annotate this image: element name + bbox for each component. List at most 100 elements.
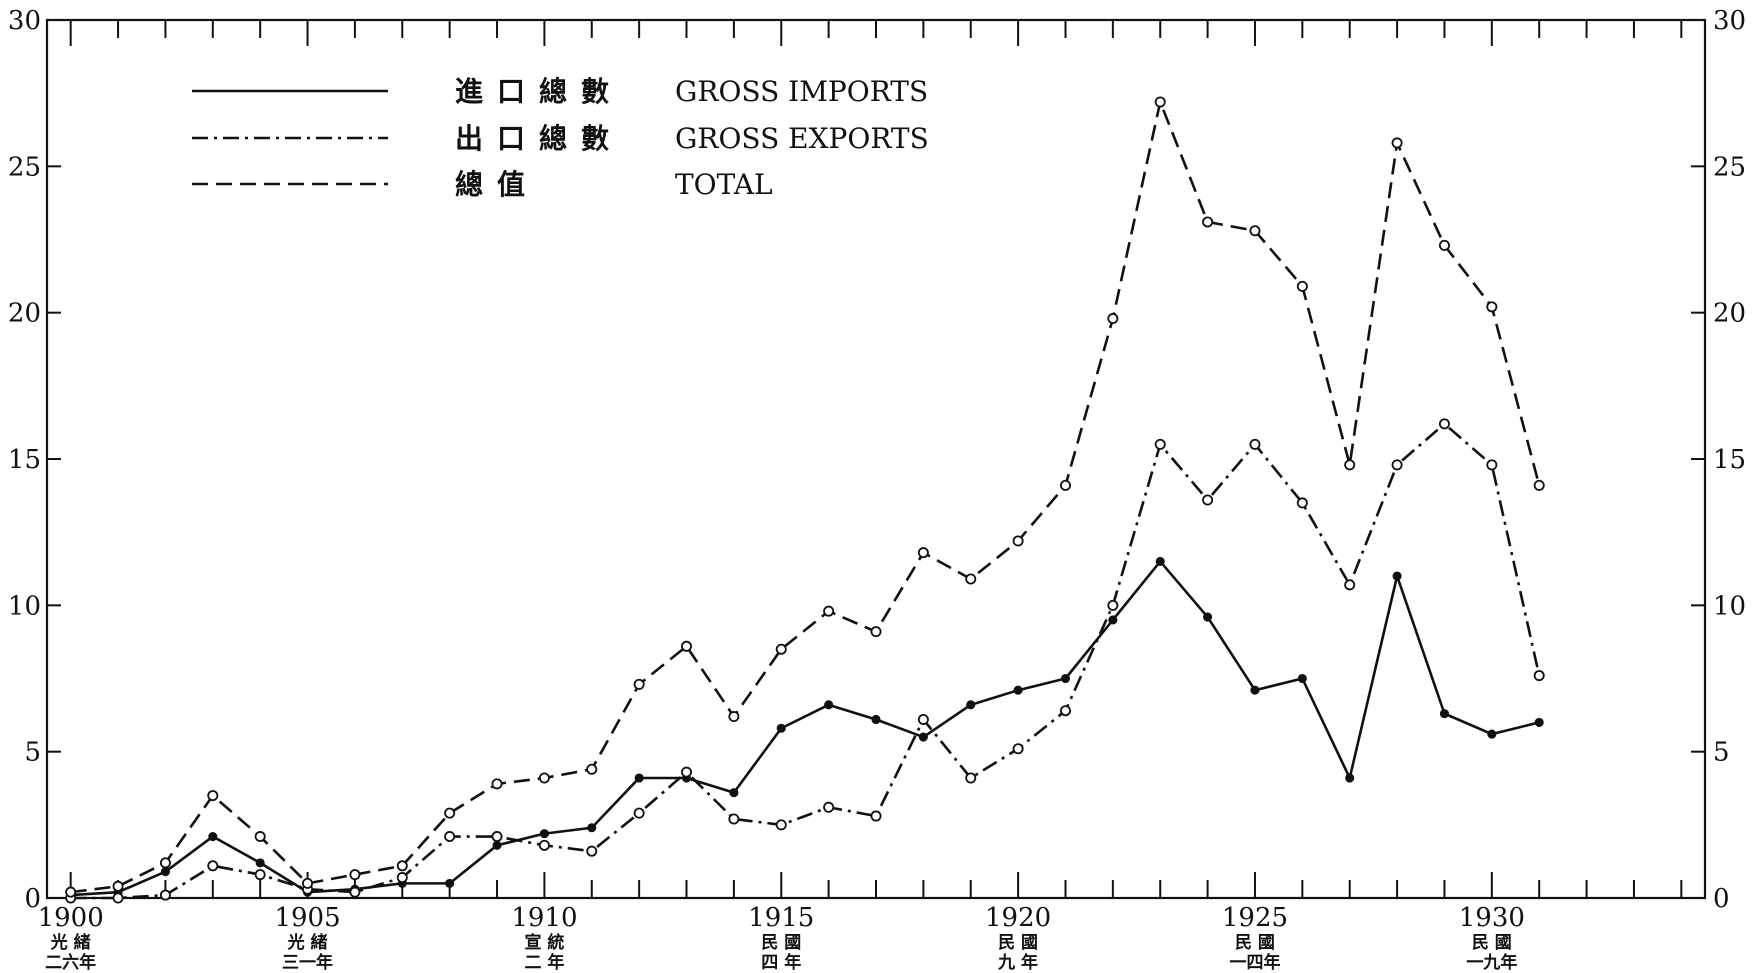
y-tick-label-left: 15	[8, 445, 41, 475]
legend-label-cn-gross-exports: 出口總數	[455, 122, 623, 155]
data-point-gross-exports	[681, 766, 693, 778]
legend-label-cn-gross-imports: 進口總數	[455, 75, 623, 108]
data-point-gross-exports	[159, 889, 171, 901]
data-point-total	[870, 626, 882, 638]
data-point-gross-exports	[396, 872, 408, 884]
data-point-total	[396, 860, 408, 872]
data-point-total	[917, 547, 929, 559]
data-point-gross-exports	[207, 860, 219, 872]
data-point-total	[681, 640, 693, 652]
data-point-total	[775, 643, 787, 655]
data-point-gross-imports	[160, 867, 170, 877]
data-point-total	[586, 763, 598, 775]
data-point-gross-imports	[255, 858, 265, 868]
data-point-total	[1012, 535, 1024, 547]
data-point-total	[1391, 137, 1403, 149]
data-point-gross-imports	[1060, 673, 1071, 684]
data-point-gross-exports	[870, 810, 882, 822]
data-point-total	[444, 807, 456, 819]
tick-marks	[47, 19, 1705, 899]
data-point-gross-imports	[824, 700, 834, 710]
series-line-gross-imports	[70, 560, 1540, 897]
data-point-gross-imports	[634, 773, 644, 783]
data-point-total	[207, 790, 219, 802]
x-tick-reign-label: 民 國	[761, 933, 801, 953]
data-point-total	[1249, 225, 1261, 237]
x-tick-label: 1905	[274, 903, 340, 933]
data-point-gross-exports	[1438, 418, 1450, 430]
legend-label-cn-total: 總值	[455, 168, 539, 201]
data-point-gross-imports	[871, 714, 881, 725]
data-point-gross-imports	[539, 829, 549, 839]
data-point-gross-imports	[918, 732, 928, 742]
y-tick-label-right: 0	[1713, 884, 1730, 914]
y-tick-label-left: 25	[8, 152, 41, 182]
data-point-total	[1059, 479, 1071, 491]
y-tick-label-left: 20	[8, 299, 41, 329]
series-markers	[65, 96, 1545, 904]
data-point-gross-exports	[1012, 743, 1024, 755]
x-tick-label: 1930	[1459, 903, 1525, 933]
data-point-total	[1344, 459, 1356, 471]
data-point-gross-exports	[491, 831, 503, 843]
data-point-total	[491, 778, 503, 790]
x-tick-reign-year-label: 四 年	[761, 952, 801, 973]
y-tick-label-left: 0	[24, 884, 41, 914]
data-point-total	[823, 605, 835, 617]
data-point-total	[728, 711, 740, 723]
y-tick-label-right: 25	[1713, 152, 1746, 182]
data-point-gross-exports	[538, 839, 550, 851]
data-point-gross-imports	[1534, 717, 1544, 727]
x-tick-label: 1925	[1222, 903, 1288, 933]
data-point-gross-exports	[349, 886, 361, 898]
x-tick-reign-label: 民 國	[1235, 933, 1275, 953]
data-point-gross-exports	[586, 845, 598, 857]
y-tick-label-left: 10	[8, 591, 41, 621]
data-point-gross-exports	[254, 869, 266, 881]
data-point-total	[1296, 280, 1308, 292]
x-tick-label: 1910	[511, 903, 577, 933]
data-point-gross-exports	[1249, 438, 1261, 450]
legend-label-total: TOTAL	[675, 168, 773, 201]
data-point-gross-exports	[1533, 670, 1545, 682]
x-tick-reign-label: 光 緒	[50, 932, 91, 953]
y-tick-label-right: 5	[1713, 738, 1730, 768]
data-point-total	[112, 880, 124, 892]
data-point-total	[159, 857, 171, 869]
data-point-gross-imports	[587, 823, 597, 833]
data-point-gross-imports	[1439, 709, 1450, 719]
data-point-total	[1202, 216, 1214, 228]
data-point-gross-imports	[776, 723, 786, 733]
data-point-gross-exports	[1344, 579, 1356, 591]
series-line-gross-exports	[70, 422, 1541, 900]
legend-label-gross-exports: GROSS EXPORTS	[675, 122, 929, 155]
data-point-total	[965, 573, 977, 585]
data-point-total	[538, 772, 550, 784]
data-point-gross-imports	[1108, 615, 1118, 625]
data-point-gross-imports	[966, 700, 976, 710]
y-tick-label-right: 15	[1713, 445, 1746, 475]
x-tick-label: 1920	[985, 903, 1051, 933]
data-point-gross-exports	[1107, 599, 1119, 611]
data-point-gross-imports	[1203, 612, 1213, 622]
series-lines	[70, 100, 1541, 900]
data-point-gross-exports	[1154, 438, 1166, 450]
x-tick-reign-year-label: 一九年	[1466, 952, 1517, 973]
data-point-gross-imports	[1392, 571, 1402, 581]
data-point-gross-imports	[1250, 685, 1260, 695]
x-tick-reign-year-label: 三一年	[282, 952, 333, 973]
data-point-gross-exports	[112, 892, 124, 904]
data-point-total	[254, 831, 266, 843]
data-point-gross-imports	[1297, 673, 1307, 684]
data-point-gross-exports	[917, 713, 929, 725]
data-point-gross-imports	[492, 840, 502, 850]
data-point-gross-exports	[633, 807, 645, 819]
data-point-gross-exports	[1059, 705, 1071, 717]
data-point-total	[302, 877, 314, 889]
x-tick-label: 1915	[748, 903, 814, 933]
data-point-gross-exports	[1296, 497, 1308, 509]
x-tick-reign-year-label: 二六年	[45, 952, 96, 973]
x-tick-reign-label: 光 緒	[287, 932, 328, 953]
y-tick-label-right: 30	[1713, 6, 1746, 36]
